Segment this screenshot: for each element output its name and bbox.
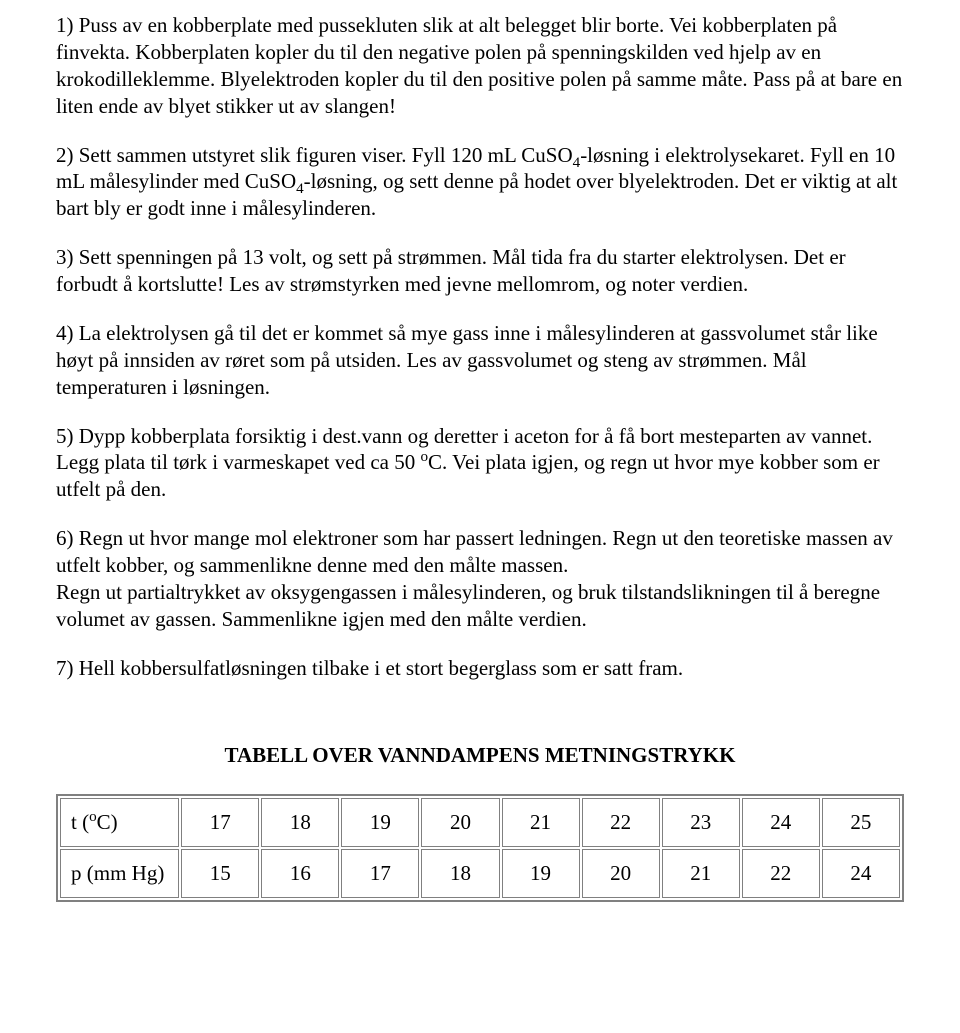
- cell-t-3: 20: [421, 798, 499, 847]
- row1-label-post: C): [97, 810, 118, 834]
- step-6: 6) Regn ut hvor mange mol elektroner som…: [56, 525, 904, 633]
- cell-t-2: 19: [341, 798, 419, 847]
- cell-t-8: 25: [822, 798, 900, 847]
- step-3: 3) Sett spenningen på 13 volt, og sett p…: [56, 244, 904, 298]
- table-row: p (mm Hg) 15 16 17 18 19 20 21 22 24: [60, 849, 900, 898]
- cell-t-7: 24: [742, 798, 820, 847]
- row1-label-pre: t (: [71, 810, 89, 834]
- cell-p-4: 19: [502, 849, 580, 898]
- step-2: 2) Sett sammen utstyret slik figuren vis…: [56, 142, 904, 223]
- cell-p-0: 15: [181, 849, 259, 898]
- step-7: 7) Hell kobbersulfatløsningen tilbake i …: [56, 655, 904, 682]
- cell-t-1: 18: [261, 798, 339, 847]
- cell-p-2: 17: [341, 849, 419, 898]
- cell-t-0: 17: [181, 798, 259, 847]
- row2-label: p (mm Hg): [60, 849, 179, 898]
- step-4: 4) La elektrolysen gå til det er kommet …: [56, 320, 904, 401]
- cell-t-5: 22: [582, 798, 660, 847]
- step-1: 1) Puss av en kobberplate med pusseklute…: [56, 12, 904, 120]
- cell-t-6: 23: [662, 798, 740, 847]
- row1-label-sup: o: [89, 809, 97, 825]
- degree-sup: o: [420, 449, 428, 465]
- vapor-pressure-table: t (oC) 17 18 19 20 21 22 23 24 25 p (mm …: [56, 794, 904, 902]
- cell-p-1: 16: [261, 849, 339, 898]
- cell-p-8: 24: [822, 849, 900, 898]
- cell-p-6: 21: [662, 849, 740, 898]
- cell-p-3: 18: [421, 849, 499, 898]
- step-2-part-a: 2) Sett sammen utstyret slik figuren vis…: [56, 143, 573, 167]
- table-title: TABELL OVER VANNDAMPENS METNINGSTRYKK: [56, 742, 904, 769]
- table-row: t (oC) 17 18 19 20 21 22 23 24 25: [60, 798, 900, 847]
- cell-t-4: 21: [502, 798, 580, 847]
- cell-p-7: 22: [742, 849, 820, 898]
- row1-label: t (oC): [60, 798, 179, 847]
- cell-p-5: 20: [582, 849, 660, 898]
- step-5: 5) Dypp kobberplata forsiktig i dest.van…: [56, 423, 904, 504]
- vapor-table: t (oC) 17 18 19 20 21 22 23 24 25 p (mm …: [56, 794, 904, 902]
